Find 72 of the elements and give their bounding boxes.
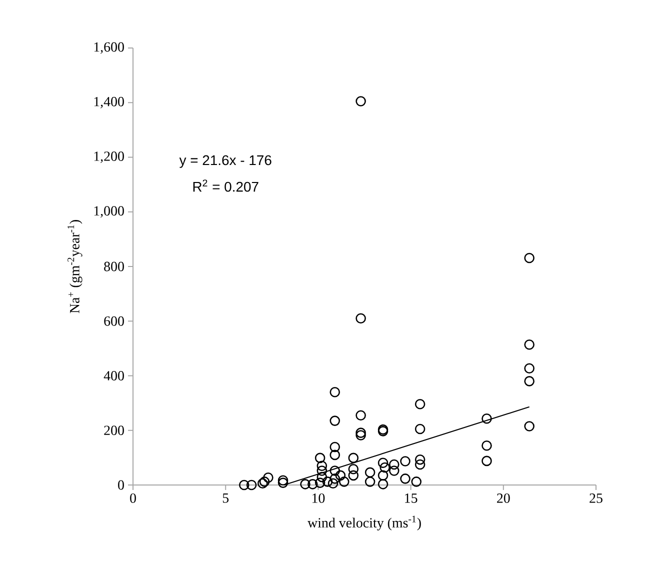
point xyxy=(356,96,366,106)
x-axis-title: wind velocity (ms$^{-1}$) xyxy=(308,516,421,530)
point xyxy=(330,416,340,426)
point xyxy=(524,363,534,374)
point xyxy=(314,478,326,488)
y-tick-label: 400 xyxy=(104,371,124,380)
point xyxy=(356,430,366,440)
point xyxy=(314,452,326,464)
point xyxy=(364,476,376,487)
point xyxy=(328,478,338,488)
y-tick-label: 600 xyxy=(104,316,124,326)
point xyxy=(278,478,288,488)
x-tick-label: 20 xyxy=(497,494,510,503)
point xyxy=(316,460,328,472)
point xyxy=(330,474,340,484)
point xyxy=(338,476,350,487)
x-tick-label: 10 xyxy=(312,494,325,503)
point xyxy=(316,466,328,476)
point xyxy=(378,479,388,490)
point xyxy=(356,410,366,420)
point xyxy=(378,458,388,468)
point xyxy=(380,462,390,473)
point xyxy=(348,452,359,464)
point xyxy=(388,459,400,470)
point xyxy=(482,413,492,424)
point xyxy=(414,398,426,410)
point xyxy=(330,442,340,452)
point xyxy=(414,454,426,465)
y-tick-label: 1,200 xyxy=(94,152,124,163)
point xyxy=(246,480,257,490)
point xyxy=(316,472,328,482)
point xyxy=(330,450,340,460)
y-tick-label: 200 xyxy=(104,426,124,436)
x-tick-label: 15 xyxy=(405,493,418,503)
point xyxy=(388,466,400,476)
point xyxy=(378,470,388,481)
point xyxy=(330,466,340,476)
y-tick-label: 1,000 xyxy=(94,206,124,218)
y-tick-label: 1,400 xyxy=(94,96,124,108)
y-axis-title: Na$^{+}$ (gm$^{-2}$year$^{-1}$) xyxy=(68,220,82,314)
point xyxy=(482,456,492,466)
y-tick-label: 1,600 xyxy=(94,42,124,54)
point xyxy=(300,479,310,490)
point xyxy=(400,456,410,466)
x-tick-label: 25 xyxy=(590,494,602,503)
point xyxy=(364,467,376,478)
y-tick-label: 0 xyxy=(118,480,124,490)
point xyxy=(348,470,359,481)
point xyxy=(238,480,250,490)
point xyxy=(335,470,346,481)
point xyxy=(524,421,534,432)
point xyxy=(348,464,359,474)
point xyxy=(322,476,333,487)
point xyxy=(411,476,422,487)
point xyxy=(356,428,366,438)
point xyxy=(308,479,318,490)
point xyxy=(330,386,340,398)
annotation: R$^{2}$ = 0.207 xyxy=(193,180,258,192)
point xyxy=(524,252,534,264)
point xyxy=(400,474,410,484)
y-tick-label: 800 xyxy=(104,262,124,272)
point xyxy=(482,440,492,451)
x-tick-label: 0 xyxy=(130,494,136,503)
annotation: y = 21.6x - 176 xyxy=(179,155,272,168)
point xyxy=(263,472,274,483)
point xyxy=(278,475,288,486)
point xyxy=(414,424,426,434)
point xyxy=(356,313,366,324)
point xyxy=(524,339,534,350)
point xyxy=(414,459,426,470)
point xyxy=(524,376,534,386)
x-tick-label: 5 xyxy=(222,494,229,503)
